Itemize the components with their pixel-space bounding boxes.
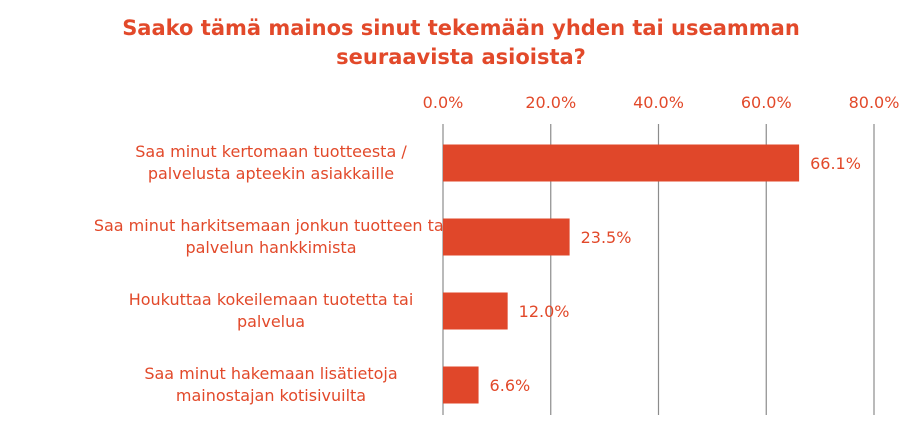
x-tick-label: 0.0% [423,93,464,112]
bar [443,144,800,182]
x-tick-label: 40.0% [633,93,684,112]
category-labels: Saa minut kertomaan tuotteesta / palvelus… [94,142,448,405]
category-label-line: Saa minut kertomaan tuotteesta / [135,142,407,161]
x-tick-label: 60.0% [741,93,792,112]
bar [443,366,479,404]
x-axis-ticks: 0.0% 20.0% 40.0% 60.0% 80.0% [423,93,900,112]
category-label: Saa minut hakemaan lisätietoja mainostaja… [144,364,397,405]
chart-title-line-1: Saako tämä mainos sinut tekemään yhden t… [122,16,800,40]
chart-title: Saako tämä mainos sinut tekemään yhden t… [0,14,922,72]
chart-title-line-2: seuraavista asioista? [336,45,586,69]
category-label-line: Saa minut harkitsemaan jonkun tuotteen t… [94,216,448,235]
bar [443,292,508,330]
category-label: Saa minut harkitsemaan jonkun tuotteen t… [94,216,448,257]
category-label-line: palvelua [237,312,305,331]
category-label-line: palvelusta apteekin asiakkaille [148,164,394,183]
bars [443,144,800,404]
x-tick-label: 20.0% [525,93,576,112]
category-label: Houkuttaa kokeilemaan tuotetta tai palvel… [129,290,414,331]
category-label-line: Saa minut hakemaan lisätietoja [144,364,397,383]
bar [443,218,570,256]
category-label-line: Houkuttaa kokeilemaan tuotetta tai [129,290,414,309]
category-label: Saa minut kertomaan tuotteesta / palvelus… [135,142,407,183]
x-tick-label: 80.0% [849,93,900,112]
data-label: 66.1% [810,154,861,173]
category-label-line: mainostajan kotisivuilta [176,386,366,405]
data-labels: 66.1% 23.5% 12.0% 6.6% [490,154,861,395]
data-label: 23.5% [581,228,632,247]
data-label: 6.6% [490,376,531,395]
data-label: 12.0% [519,302,570,321]
category-label-line: palvelun hankkimista [185,238,356,257]
